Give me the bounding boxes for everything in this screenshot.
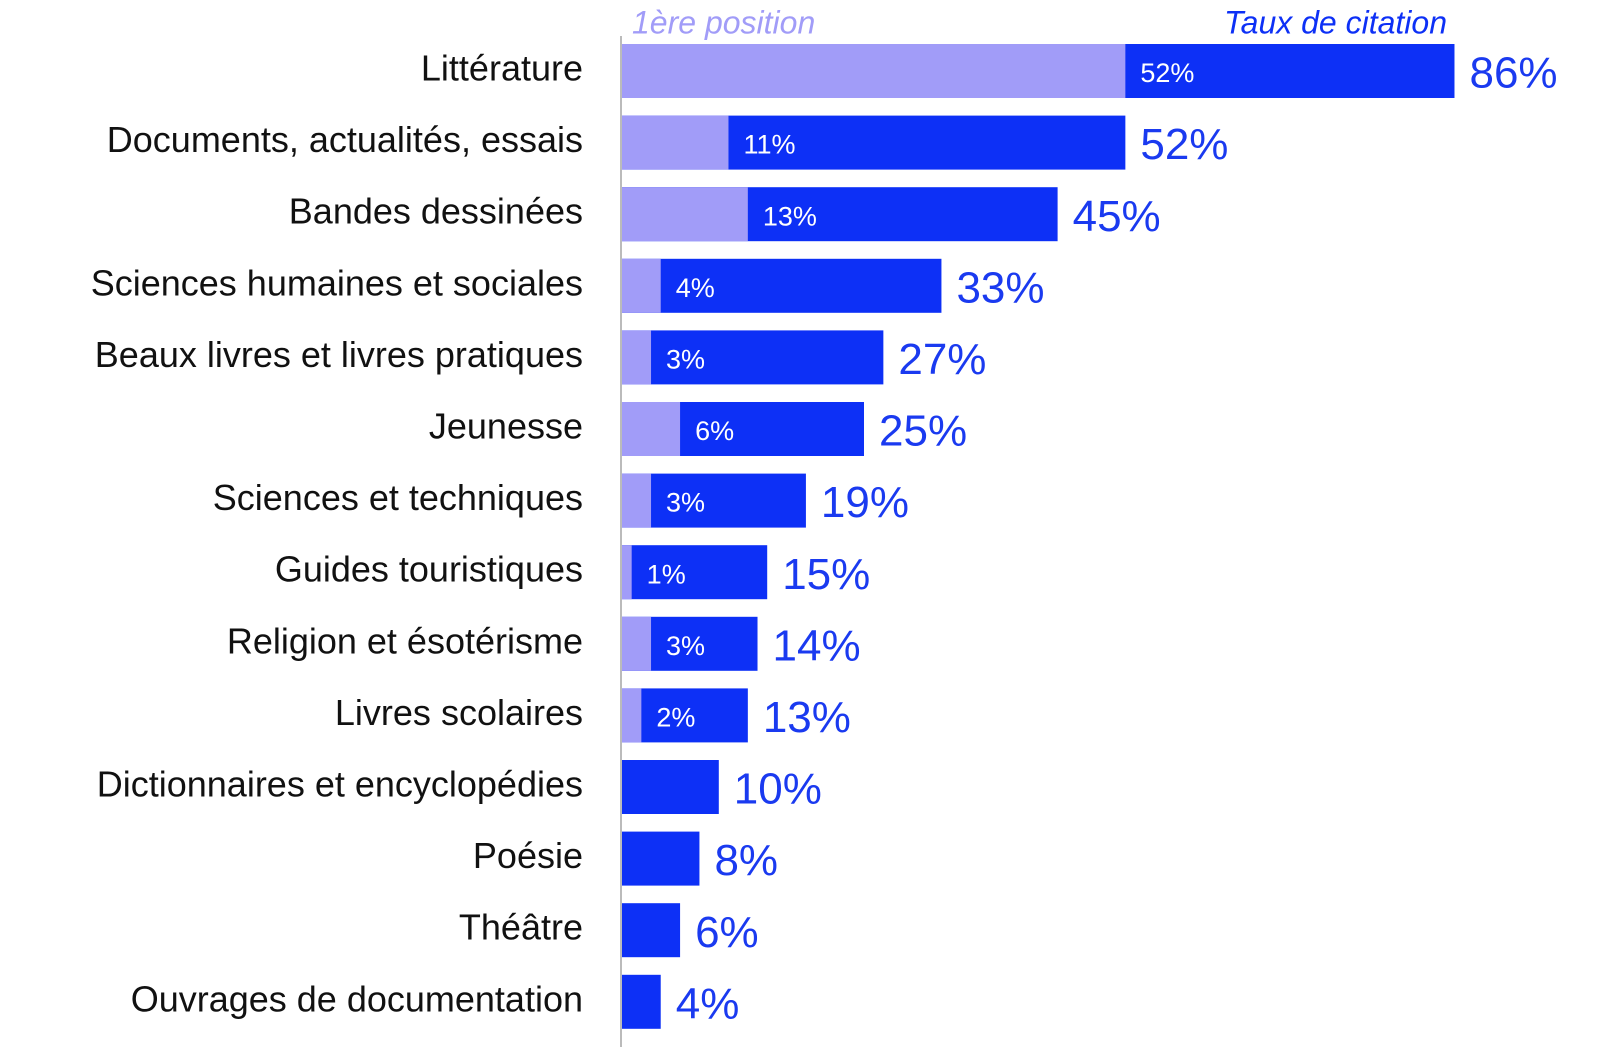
first-position-label: 3% xyxy=(666,345,705,375)
category-label: Jeunesse xyxy=(429,406,583,447)
category-label: Sciences et techniques xyxy=(213,477,583,518)
citation-label: 33% xyxy=(956,263,1044,312)
first-position-bar xyxy=(622,115,729,170)
first-position-bar xyxy=(622,545,632,600)
citation-bar xyxy=(622,903,681,958)
citation-label: 27% xyxy=(898,335,986,384)
first-position-bar xyxy=(622,616,652,671)
first-position-label: 4% xyxy=(676,273,715,303)
citation-label: 8% xyxy=(714,836,778,885)
category-label: Dictionnaires et encyclopédies xyxy=(97,764,583,805)
citation-label: 25% xyxy=(879,407,967,456)
citation-label: 45% xyxy=(1073,192,1161,241)
citation-label: 6% xyxy=(695,908,759,957)
first-position-label: 6% xyxy=(695,416,734,446)
first-position-label: 11% xyxy=(743,130,795,160)
citation-bar xyxy=(622,688,748,743)
first-position-bar xyxy=(622,330,652,385)
category-label: Beaux livres et livres pratiques xyxy=(95,334,583,375)
legend-citation: Taux de citation xyxy=(1224,4,1447,40)
first-position-label: 52% xyxy=(1140,58,1194,88)
first-position-label: 1% xyxy=(647,559,686,589)
first-position-label: 13% xyxy=(763,201,817,231)
citation-bar xyxy=(622,974,661,1029)
citation-label: 52% xyxy=(1140,120,1228,169)
citation-bar xyxy=(622,545,768,600)
citation-label: 13% xyxy=(763,693,851,742)
category-label: Ouvrages de documentation xyxy=(131,978,583,1019)
citation-label: 14% xyxy=(773,621,861,670)
citation-label: 4% xyxy=(676,979,740,1028)
citation-bar xyxy=(622,760,719,814)
category-label: Religion et ésotérisme xyxy=(227,620,583,661)
citation-label: 86% xyxy=(1469,49,1557,98)
first-position-bar xyxy=(622,473,652,528)
citation-label: 15% xyxy=(782,550,870,599)
category-label: Poésie xyxy=(473,835,583,876)
citation-bar xyxy=(622,258,942,313)
legend-first-position: 1ère position xyxy=(632,4,815,40)
category-label: Théâtre xyxy=(459,907,583,948)
category-label: Sciences humaines et sociales xyxy=(91,262,583,303)
category-label: Guides touristiques xyxy=(275,549,583,590)
first-position-label: 3% xyxy=(666,488,705,518)
category-label: Documents, actualités, essais xyxy=(107,119,583,160)
category-label: Littérature xyxy=(421,48,583,89)
first-position-label: 3% xyxy=(666,631,705,661)
citation-label: 10% xyxy=(734,765,822,814)
citation-bar xyxy=(622,330,884,385)
citation-bar xyxy=(622,831,700,886)
category-label: Bandes dessinées xyxy=(289,191,583,232)
first-position-bar xyxy=(622,258,661,313)
first-position-bar xyxy=(622,688,642,743)
first-position-bar xyxy=(622,187,748,242)
first-position-bar xyxy=(622,402,681,456)
first-position-label: 2% xyxy=(656,703,695,733)
citation-label: 19% xyxy=(821,478,909,527)
category-label: Livres scolaires xyxy=(335,692,583,733)
first-position-bar xyxy=(622,44,1126,98)
citation-bar xyxy=(622,473,806,528)
